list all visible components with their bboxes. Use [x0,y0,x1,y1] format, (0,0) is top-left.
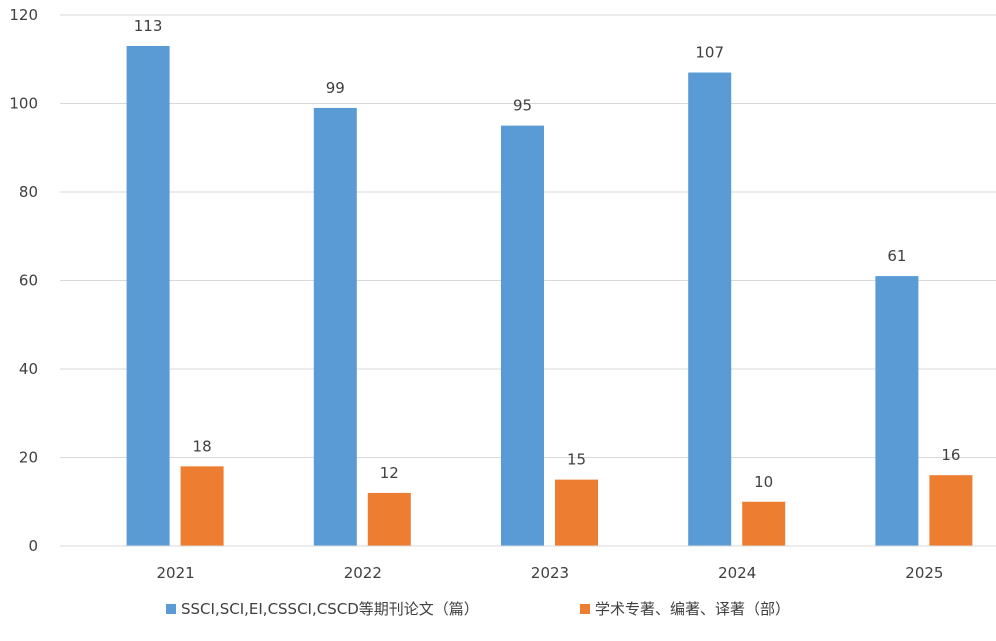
y-tick-label: 80 [19,183,38,201]
bar-series-1-2024 [688,72,732,547]
x-tick-label: 2025 [905,564,943,582]
bars [126,45,973,547]
y-tick-label: 60 [19,272,38,290]
bar-series-2-2025 [929,475,973,546]
data-label-series-2-2021: 18 [193,437,212,455]
legend: SSCI,SCI,EI,CSSCI,CSCD等期刊论文（篇） 学术专著、编著、译… [166,600,790,618]
bar-series-2-2021 [180,466,224,546]
legend-swatch-series-1 [166,604,176,614]
bar-series-2-2023 [555,479,598,546]
x-tick-label: 2023 [531,564,569,582]
data-label-series-1-2025: 61 [887,247,906,265]
x-axis-ticks: 2021 2022 2023 2024 2025 [157,564,944,582]
data-label-series-1-2021: 113 [134,17,163,35]
data-label-series-1-2024: 107 [695,44,724,62]
y-tick-label: 100 [9,95,38,113]
y-tick-label: 20 [19,449,38,467]
data-label-series-1-2023: 95 [513,97,532,115]
bar-series-1-2025 [875,276,919,546]
y-axis-ticks: 0 20 40 60 80 100 120 [9,6,38,555]
data-label-series-1-2022: 99 [326,79,345,97]
legend-label-series-1: SSCI,SCI,EI,CSSCI,CSCD等期刊论文（篇） [181,600,479,618]
bar-series-1-2022 [313,107,357,547]
bar-series-1-2021 [126,45,170,546]
legend-label-series-2: 学术专著、编著、译著（部） [595,600,790,618]
bar-series-1-2023 [501,125,544,546]
data-label-series-2-2024: 10 [754,473,773,491]
data-label-series-2-2025: 16 [941,446,960,464]
data-label-series-2-2023: 15 [567,451,586,469]
y-tick-label: 40 [19,360,38,378]
data-label-series-2-2022: 12 [380,464,399,482]
bar-series-2-2022 [367,492,411,546]
y-tick-label: 120 [9,6,38,24]
y-tick-label: 0 [28,537,38,555]
bar-series-2-2024 [742,501,786,546]
x-tick-label: 2024 [718,564,756,582]
data-labels: 113 18 99 12 95 15 107 10 61 16 [134,17,961,491]
x-tick-label: 2022 [344,564,382,582]
legend-swatch-series-2 [580,604,590,614]
x-tick-label: 2021 [157,564,195,582]
